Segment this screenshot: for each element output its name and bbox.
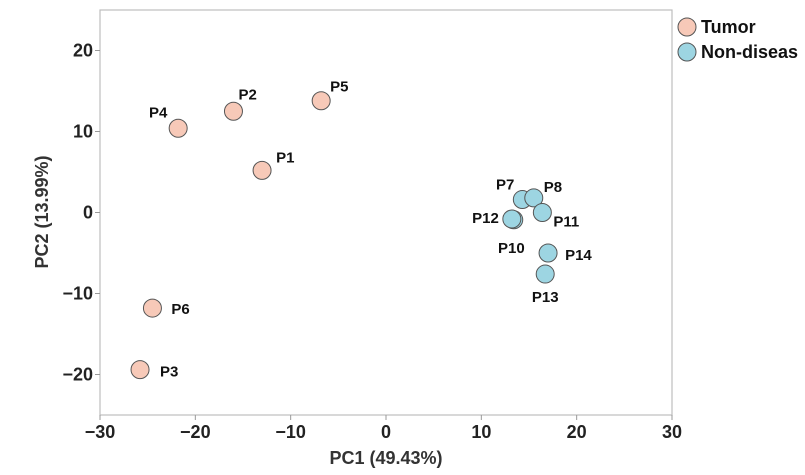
x-axis-title: PC1 (49.43%) [329,448,442,468]
x-tick-label: 10 [471,422,491,442]
point-label-p5: P5 [330,79,348,96]
point-label-p3: P3 [160,364,178,381]
y-axis-title: PC2 (13.99%) [32,155,52,268]
point-p2 [223,101,243,121]
x-tick-label: −30 [85,422,116,442]
legend-label: Tumor [701,17,756,37]
plot-frame [99,9,673,416]
point-label-p13: P13 [532,289,559,306]
y-tick-label: 0 [83,203,93,223]
x-tick-label: 20 [567,422,587,442]
point-labels: P1 P2 P3 P4 P5 P6 P7 P8 P10 P11 P12 P13 P14 [149,79,592,381]
point-label-p1: P1 [276,149,294,166]
x-tick-label: −10 [275,422,306,442]
point-p8 [524,188,544,208]
y-tick-label: −20 [62,365,93,385]
y-axis-ticks: −20 −10 0 10 20 [62,41,100,385]
scatter-points [130,91,558,380]
point-label-p4: P4 [149,104,168,121]
point-p11 [532,203,552,222]
point-label-p6: P6 [171,301,189,318]
point-label-p10: P10 [498,240,525,257]
legend-label: Non-diseas [701,42,798,62]
point-label-p14: P14 [565,247,592,264]
point-p1 [252,160,272,180]
point-label-p2: P2 [238,86,256,103]
y-tick-label: 10 [73,122,93,142]
x-tick-label: −20 [180,422,211,442]
point-p6 [142,298,162,318]
point-p12 [502,209,522,229]
x-tick-label: 0 [381,422,391,442]
legend-marker [677,17,697,37]
legend-marker [677,42,697,62]
point-label-p8: P8 [544,179,562,196]
point-p4 [168,118,188,138]
y-tick-label: 20 [73,41,93,61]
legend: Tumor Non-diseas [677,17,798,62]
x-tick-label: 30 [662,422,682,442]
point-label-p7: P7 [496,177,514,194]
point-label-p11: P11 [553,214,579,231]
point-p5 [311,91,331,111]
x-axis-ticks: −30 −20 −10 0 10 20 30 [85,415,682,442]
point-p14 [538,243,558,263]
point-p3 [130,360,150,380]
point-label-p12: P12 [472,210,499,227]
y-tick-label: −10 [62,284,93,304]
point-p13 [535,264,555,284]
